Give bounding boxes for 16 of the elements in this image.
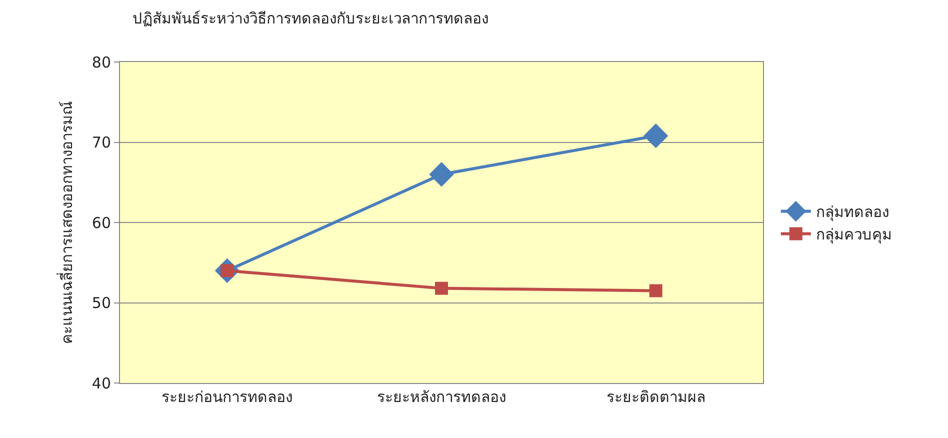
point bbox=[649, 284, 662, 298]
point bbox=[435, 282, 448, 295]
y-axis-title: คะแนนเฉลี่ยการแสดงออกทางอารมณ์ bbox=[56, 101, 76, 344]
y-tick-label: 50 bbox=[92, 294, 111, 312]
chart-title: ปฏิสัมพันธ์ระหว่างวิธีการทดลองกับระยะเวลาการทดลอง bbox=[132, 10, 489, 28]
point bbox=[643, 123, 668, 148]
legend-label: กลุ่มทดลอง bbox=[816, 203, 889, 222]
y-tick-label: 70 bbox=[92, 134, 111, 152]
legend-label: กลุ่มควบคุม bbox=[816, 226, 892, 245]
y-tick-label: 40 bbox=[92, 374, 111, 392]
y-tick-label: 60 bbox=[92, 214, 111, 232]
point bbox=[429, 162, 454, 187]
x-tick-label: ระยะก่อนการทดลอง bbox=[162, 388, 293, 406]
y-tick-label: 80 bbox=[92, 53, 111, 72]
x-tick-label: ระยะติดตามผล bbox=[606, 388, 706, 406]
x-tick-label: ระยะหลังการทดลอง bbox=[377, 388, 506, 406]
